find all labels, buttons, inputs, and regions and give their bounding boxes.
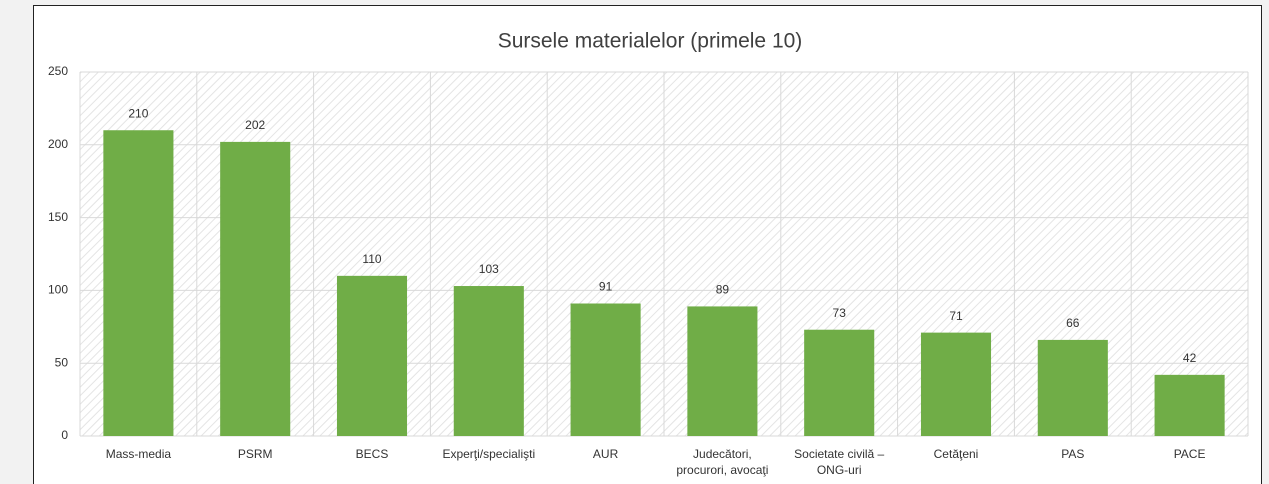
y-tick-label: 0 <box>61 428 68 442</box>
data-label: 42 <box>1183 351 1197 365</box>
bar <box>336 275 408 436</box>
bar <box>453 286 524 436</box>
data-label: 202 <box>245 118 265 132</box>
data-label: 71 <box>949 309 963 323</box>
x-tick-label: PACE <box>1173 447 1206 461</box>
data-label: 110 <box>362 252 381 266</box>
y-tick-label: 200 <box>48 137 68 151</box>
bar <box>103 130 174 437</box>
bar <box>920 332 992 436</box>
x-tick-label: BECS <box>355 447 389 461</box>
bar <box>570 303 641 436</box>
y-tick-label: 250 <box>48 64 68 78</box>
y-tick-label: 50 <box>55 355 69 369</box>
bar <box>804 329 875 436</box>
data-label: 103 <box>479 262 499 276</box>
x-tick-label: Cetăţeni <box>933 447 979 461</box>
y-tick-label: 100 <box>48 283 68 297</box>
chart-title: Sursele materialelor (primele 10) <box>498 30 803 53</box>
bar <box>1037 339 1108 436</box>
bar <box>687 306 758 436</box>
x-tick-label: Mass-media <box>105 447 172 461</box>
bar <box>1154 374 1225 436</box>
x-tick-label: Judecători, procurori, avocaţi <box>676 447 769 477</box>
data-label: 210 <box>128 106 148 120</box>
x-tick-label: PAS <box>1061 447 1085 461</box>
x-tick-label: Societate civilă – ONG-uri <box>794 447 885 477</box>
data-label: 66 <box>1066 316 1080 330</box>
x-tick-label: AUR <box>592 447 619 461</box>
bar <box>220 141 291 436</box>
x-tick-label: Experţi/specialişti <box>442 447 536 461</box>
data-label: 89 <box>716 283 730 297</box>
x-tick-label: PSRM <box>237 447 273 461</box>
y-tick-label: 150 <box>48 210 68 224</box>
data-label: 73 <box>833 306 847 320</box>
data-label: 91 <box>599 280 613 294</box>
